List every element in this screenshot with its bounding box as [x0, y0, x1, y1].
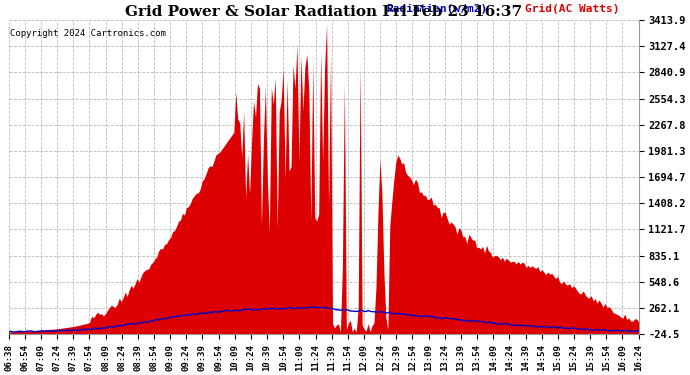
Title: Grid Power & Solar Radiation Fri Feb 23 16:37: Grid Power & Solar Radiation Fri Feb 23 …: [125, 5, 522, 19]
Text: Grid(AC Watts): Grid(AC Watts): [525, 4, 620, 14]
Text: Radiation(w/m2): Radiation(w/m2): [386, 4, 488, 14]
Text: Copyright 2024 Cartronics.com: Copyright 2024 Cartronics.com: [10, 29, 166, 38]
